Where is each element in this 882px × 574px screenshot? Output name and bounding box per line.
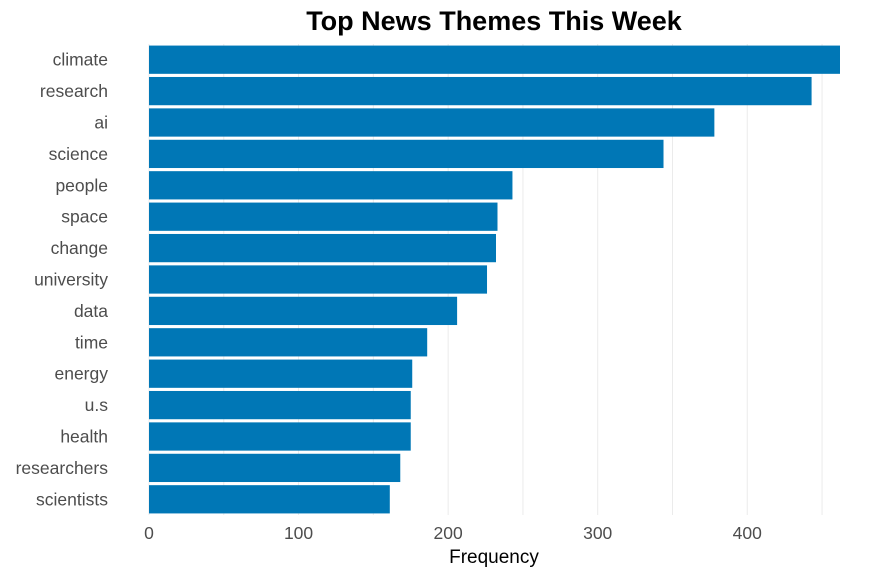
chart-title: Top News Themes This Week [306, 6, 683, 36]
bar-health [149, 422, 411, 451]
bar-university [149, 265, 488, 294]
category-label: time [75, 332, 108, 352]
category-label: change [51, 238, 108, 258]
x-tick-label: 100 [284, 523, 313, 543]
bar-time [149, 328, 428, 357]
category-label: people [55, 175, 108, 195]
x-tick-label: 0 [144, 523, 154, 543]
category-labels: climate research ai science people space chang… [16, 50, 109, 510]
bar-ai [149, 108, 715, 137]
bar-scientists [149, 485, 390, 514]
bar-researchers [149, 453, 401, 483]
x-tick-label: 400 [733, 523, 762, 543]
bar-change [149, 233, 496, 263]
bar-climate [149, 45, 840, 74]
bar-energy [149, 359, 413, 388]
category-label: research [40, 81, 108, 101]
bar-science [149, 139, 664, 169]
bar-research [149, 76, 812, 106]
category-label: climate [53, 50, 108, 70]
x-tick-labels: 0 100 200 300 400 [144, 523, 762, 543]
category-label: data [74, 301, 108, 321]
category-label: energy [54, 364, 108, 384]
x-tick-label: 200 [434, 523, 463, 543]
category-label: scientists [36, 489, 108, 509]
bar-u-s [149, 390, 411, 420]
bar-data [149, 296, 458, 326]
x-tick-label: 300 [583, 523, 612, 543]
category-label: health [60, 427, 108, 447]
category-label: university [34, 270, 108, 290]
category-label: ai [94, 113, 108, 133]
bars [149, 45, 840, 514]
x-axis-title: Frequency [449, 547, 539, 568]
category-label: science [49, 144, 108, 164]
category-label: researchers [16, 458, 109, 478]
bar-people [149, 171, 513, 200]
bar-space [149, 202, 498, 231]
category-label: space [61, 207, 108, 227]
category-label: u.s [85, 395, 109, 415]
